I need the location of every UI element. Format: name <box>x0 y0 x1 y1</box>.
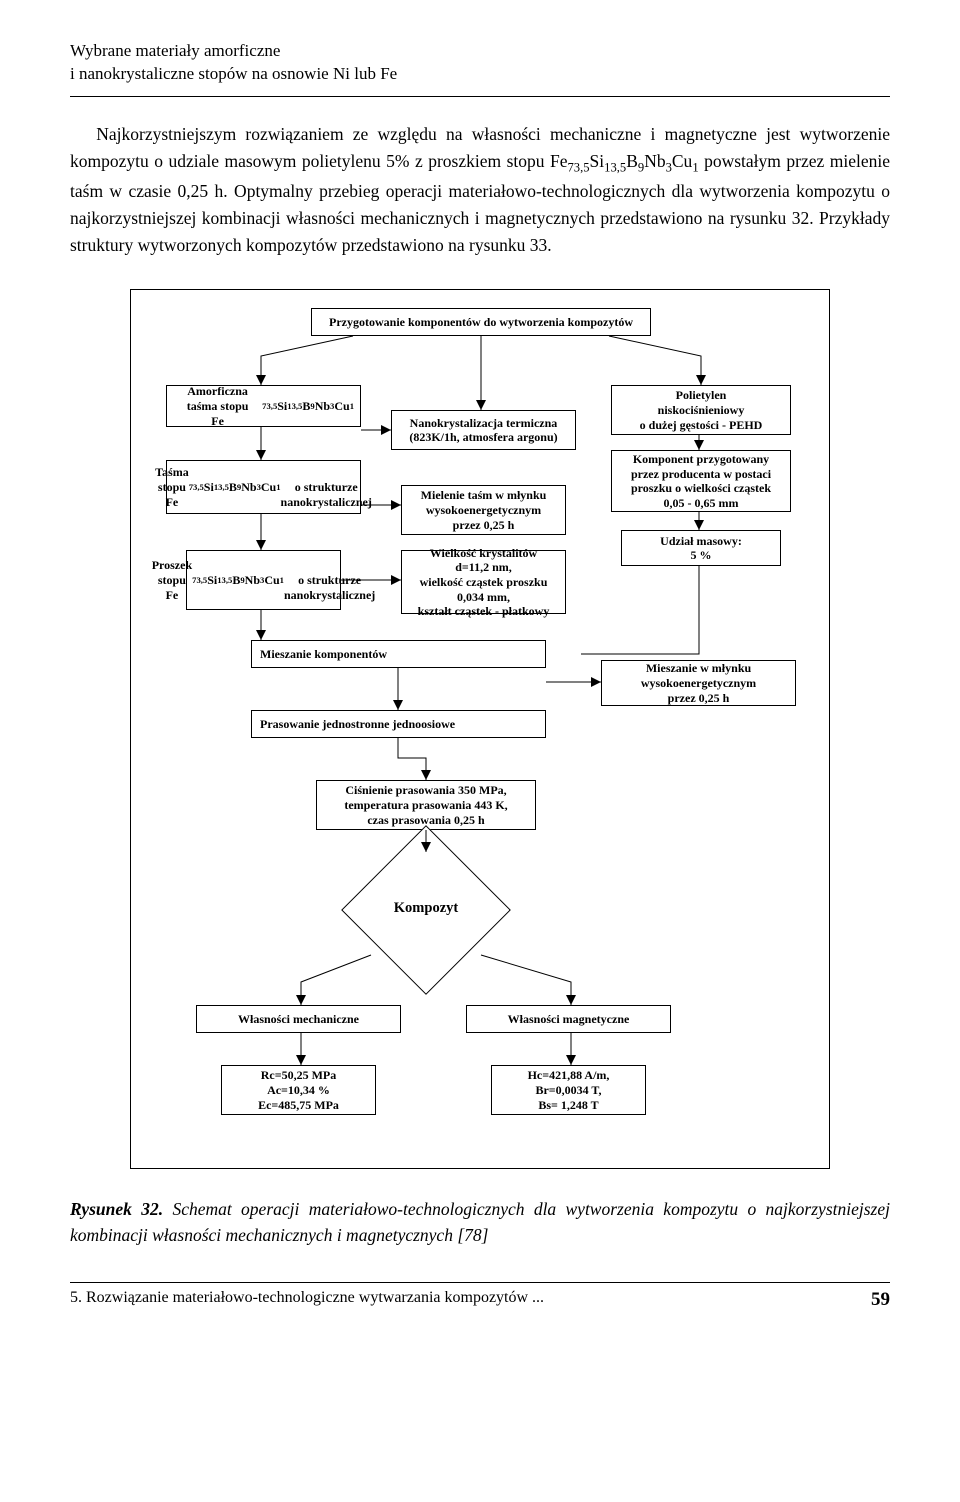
flowchart-node-top: Przygotowanie komponentów do wytworzenia… <box>311 308 651 336</box>
flowchart-node-cisn: Ciśnienie prasowania 350 MPa,temperatura… <box>316 780 536 830</box>
caption-text: Schemat operacji materiałowo-technologic… <box>70 1199 890 1244</box>
page-number: 59 <box>871 1289 890 1311</box>
flowchart-node-wmech: Własności mechaniczne <box>196 1005 401 1033</box>
header-rule <box>70 96 890 97</box>
flowchart-node-udz: Udział masowy:5 % <box>621 530 781 566</box>
flowchart-node-magv: Hc=421,88 A/m,Br=0,0034 T,Bs= 1,248 T <box>491 1065 646 1115</box>
running-head: Wybrane materiały amorficzne i nanokryst… <box>70 40 890 86</box>
footer-chapter: 5. Rozwiązanie materiałowo-technologiczn… <box>70 1289 544 1311</box>
flowchart-node-nano: Nanokrystalizacja termiczna(823K/1h, atm… <box>391 410 576 450</box>
caption-lead: Rysunek 32. <box>70 1199 163 1219</box>
page-footer: 5. Rozwiązanie materiałowo-technologiczn… <box>70 1289 890 1311</box>
flowchart-node-mix: Mieszanie komponentów <box>251 640 546 668</box>
footer-rule <box>70 1282 890 1283</box>
flowchart-node-poly: Polietylenniskociśnieniowyo dużej gęstoś… <box>611 385 791 435</box>
flowchart-node-wielk: Wielkość krystalitówd=11,2 nm,wielkość c… <box>401 550 566 614</box>
flowchart-node-wmag: Własności magnetyczne <box>466 1005 671 1033</box>
flowchart-node-mixr: Mieszanie w młynkuwysokoenergetycznymprz… <box>601 660 796 706</box>
flowchart-node-komp: Komponent przygotowanyprzez producenta w… <box>611 450 791 512</box>
flowchart-node-kompozyt-diamond <box>341 826 511 996</box>
running-head-line2: i nanokrystaliczne stopów na osnowie Ni … <box>70 63 890 86</box>
body-paragraph: Najkorzystniejszym rozwiązaniem ze wzglę… <box>70 121 890 260</box>
figure-caption: Rysunek 32. Schemat operacji materiałowo… <box>70 1197 890 1248</box>
flowchart-node-pras: Prasowanie jednostronne jednoosiowe <box>251 710 546 738</box>
flowchart-node-miel: Mielenie taśm w młynkuwysokoenergetyczny… <box>401 485 566 535</box>
flowchart-node-amorf: Amorficzna taśma stopuFe73,5Si13,5B9Nb3C… <box>166 385 361 427</box>
flowchart-figure: Przygotowanie komponentów do wytworzenia… <box>130 289 830 1169</box>
flowchart-node-mechv: Rc=50,25 MPaAc=10,34 %Ec=485,75 MPa <box>221 1065 376 1115</box>
flowchart-node-tasma: Taśma stopu Fe73,5Si13,5B9Nb3Cu1o strukt… <box>166 460 361 514</box>
flowchart-node-prosz: Proszek stopuFe73,5Si13,5B9Nb3Cu1o struk… <box>186 550 341 610</box>
running-head-line1: Wybrane materiały amorficzne <box>70 40 890 63</box>
